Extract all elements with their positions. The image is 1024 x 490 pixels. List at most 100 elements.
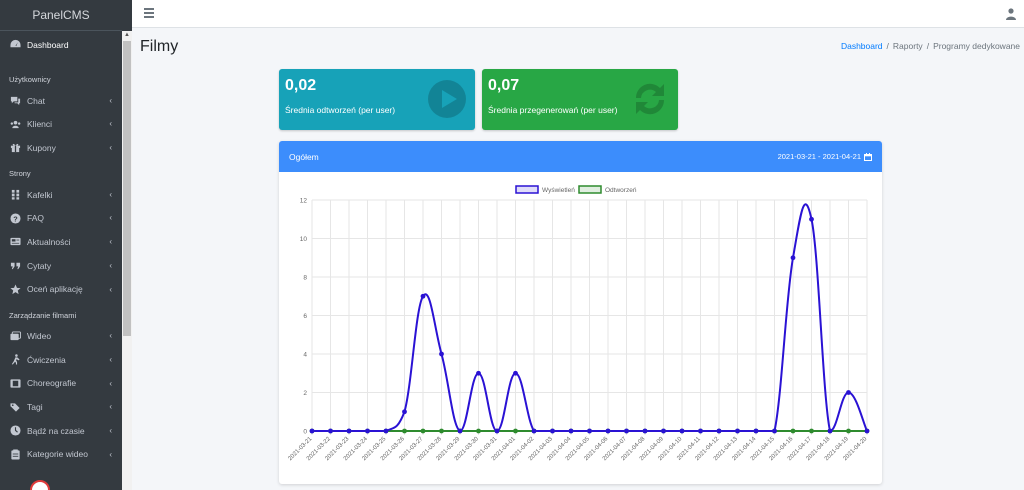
data-point	[346, 428, 352, 434]
data-point	[753, 428, 759, 434]
avatar	[30, 480, 50, 490]
breadcrumb: Dashboard / Raporty / Programy dedykowan…	[841, 41, 1020, 51]
breadcrumb-raporty: Raporty	[892, 41, 923, 51]
sidebar-scrollbar[interactable]: ▲	[122, 31, 132, 490]
avg-regen-label: Średnia przegenerowań (per user)	[488, 105, 618, 115]
legend-label: Odtworzeń	[605, 187, 637, 194]
avg-regen-box: 0,07 Średnia przegenerowań (per user)	[482, 69, 678, 130]
chevron-left-icon: ‹	[109, 143, 112, 153]
data-point	[420, 428, 426, 434]
y-tick-label: 2	[303, 390, 307, 397]
data-point	[439, 351, 444, 357]
legend-label: Wyświetleń	[542, 187, 575, 194]
breadcrumb-dashboard[interactable]: Dashboard	[840, 41, 883, 51]
chevron-left-icon: ‹	[109, 213, 112, 223]
chevron-left-icon: ‹	[109, 449, 112, 459]
sidebar-item-oce-aplikacj-[interactable]: Oceń aplikację ‹	[0, 278, 122, 302]
data-point	[550, 428, 555, 434]
play-circle-icon	[428, 80, 466, 118]
data-point	[772, 428, 777, 434]
sidebar-item-label: Wideo	[27, 331, 52, 342]
top-navbar	[132, 0, 1024, 28]
svg-text:?: ?	[13, 214, 18, 223]
nav-header: Zarządzanie filmami	[9, 310, 77, 320]
data-point	[420, 293, 426, 299]
series-line-wyswietlen	[312, 203, 868, 433]
sidebar-item-kafelki[interactable]: Kafelki ‹	[0, 183, 122, 207]
legend-swatch	[515, 185, 539, 194]
chevron-left-icon: ‹	[109, 189, 112, 199]
sidebar-nav: Dashboard Użytkownicy Chat ‹ Klienci ‹ K…	[0, 31, 122, 466]
daterange-value: 2021-03-21 - 2021-04-21	[777, 152, 861, 161]
sidebar-item-aktualno-ci[interactable]: Aktualności ‹	[0, 230, 122, 254]
avg-plays-box: 0,02 Średnia odtworzeń (per user)	[279, 69, 475, 130]
sidebar-item-label: Kategorie wideo	[27, 449, 88, 460]
sidebar-item-tagi[interactable]: Tagi ‹	[0, 395, 122, 419]
sidebar-item-kupony[interactable]: Kupony ‹	[0, 136, 122, 160]
chevron-left-icon: ‹	[109, 425, 112, 435]
tags-icon	[9, 401, 21, 413]
data-point	[568, 428, 574, 434]
data-point	[864, 428, 870, 434]
sidebar-item-label: Kupony	[27, 142, 56, 153]
avg-regen-value: 0,07	[488, 77, 520, 94]
daterange-picker[interactable]: 2021-03-21 - 2021-04-21	[778, 152, 872, 161]
sidebar-item-klienci[interactable]: Klienci ‹	[0, 112, 122, 136]
sidebar-item--wiczenia[interactable]: Ćwiczenia ‹	[0, 348, 122, 372]
calendar-icon	[864, 152, 872, 161]
sidebar-item-label: Kafelki	[27, 189, 53, 200]
running-icon	[9, 354, 21, 366]
sidebar-item-faq[interactable]: ? FAQ ‹	[0, 206, 122, 230]
y-tick-label: 8	[303, 275, 307, 282]
sidebar-item-label: Tagi	[27, 402, 43, 413]
sidebar-item-b-d-na-czasie[interactable]: Bądź na czasie ‹	[0, 419, 122, 443]
menu-toggle-icon[interactable]	[144, 8, 154, 20]
sidebar-item-label: Oceń aplikację	[27, 284, 83, 295]
data-point	[790, 428, 796, 434]
y-tick-label: 10	[300, 236, 308, 243]
sidebar-item-choreografie[interactable]: Choreografie ‹	[0, 372, 122, 396]
grip-icon	[9, 189, 21, 201]
scroll-up-arrow-icon[interactable]: ▲	[124, 32, 130, 38]
sidebar-item-label: Klienci	[27, 119, 53, 130]
data-point	[716, 428, 722, 434]
data-point	[309, 428, 315, 434]
chevron-left-icon: ‹	[109, 354, 112, 364]
data-point	[790, 255, 796, 261]
data-point	[365, 428, 370, 434]
y-tick-label: 6	[303, 313, 307, 320]
data-point	[605, 428, 611, 434]
sidebar-item-wideo[interactable]: Wideo ‹	[0, 324, 122, 348]
data-point	[624, 428, 629, 434]
data-point	[827, 428, 833, 434]
comments-icon	[9, 95, 21, 107]
data-point	[587, 428, 592, 434]
data-point	[846, 390, 851, 395]
sidebar-item-dashboard[interactable]: Dashboard	[0, 33, 122, 57]
nav-header: Użytkownicy	[9, 75, 51, 85]
y-tick-label: 12	[300, 198, 308, 205]
chart-area: 0 2 4 6 8 10 12 2021-03-21 2021-03-22 2021-03-23 2…	[279, 172, 882, 484]
tachometer-icon	[9, 39, 21, 51]
sidebar-item-chat[interactable]: Chat ‹	[0, 89, 122, 113]
sidebar-item-cytaty[interactable]: Cytaty ‹	[0, 254, 122, 278]
video-icon	[9, 330, 21, 342]
avg-plays-value: 0,02	[285, 77, 317, 94]
data-point	[698, 428, 703, 434]
clock-icon	[9, 425, 21, 437]
sync-icon	[635, 83, 665, 115]
data-point	[513, 370, 518, 376]
question-circle-icon: ?	[9, 212, 21, 224]
y-tick-label: 0	[303, 429, 307, 436]
user-icon[interactable]	[1006, 8, 1016, 20]
brand-logo[interactable]: PanelCMS	[0, 0, 122, 31]
sidebar-item-label: Aktualności	[27, 236, 71, 247]
data-point	[402, 409, 407, 415]
data-point	[679, 428, 685, 434]
data-point	[457, 428, 463, 434]
card-header: Ogółem 2021-03-21 - 2021-04-21	[279, 141, 882, 172]
data-point	[328, 428, 333, 434]
sidebar-item-kategorie-wideo[interactable]: Kategorie wideo ‹	[0, 443, 122, 467]
star-icon	[9, 283, 21, 295]
scroll-thumb[interactable]	[123, 41, 131, 336]
